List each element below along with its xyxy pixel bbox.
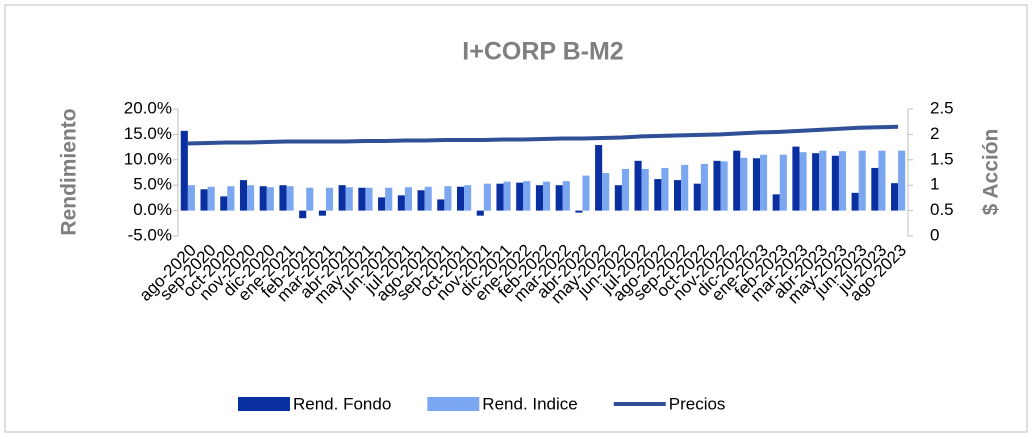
bar (200, 189, 208, 211)
bar (838, 151, 847, 211)
bar (306, 187, 314, 211)
bar (693, 183, 701, 211)
y-tick-label: 5.0% (133, 175, 172, 194)
bar (279, 185, 287, 211)
bar (385, 187, 393, 211)
price-line (187, 124, 899, 146)
bar (338, 185, 346, 211)
legend-label: Rend. Indice (482, 394, 577, 413)
bar (220, 196, 228, 211)
bar (634, 160, 642, 211)
bar (779, 154, 787, 211)
bar (365, 187, 373, 211)
bar (641, 168, 649, 211)
bar (713, 160, 721, 211)
y2-tick-label: 2 (930, 124, 939, 143)
bar (661, 167, 669, 211)
bar (424, 186, 432, 211)
y2-axis-title: $ Acción (980, 129, 1003, 216)
bar (483, 183, 491, 211)
bar (799, 152, 807, 211)
bar (523, 181, 531, 211)
bar (259, 186, 267, 211)
bar (819, 150, 827, 211)
y2-tick-label: 0 (930, 225, 939, 244)
bar (733, 150, 741, 211)
bar (417, 190, 425, 211)
y-tick-label: 20.0% (124, 98, 172, 117)
bar (266, 187, 274, 211)
bar (227, 186, 235, 211)
y-tick-label: 15.0% (124, 124, 172, 143)
y2-tick-label: 2.5 (930, 98, 954, 117)
bar (476, 210, 484, 216)
bar (503, 181, 511, 211)
bar (378, 197, 386, 211)
bar (437, 199, 445, 211)
y2-tick-label: 1.5 (930, 149, 954, 168)
bar (792, 146, 800, 211)
bar (562, 181, 570, 211)
bar (858, 150, 866, 211)
bar (772, 194, 780, 211)
legend-swatch (427, 397, 480, 411)
bar (516, 182, 524, 211)
bar (654, 179, 662, 211)
y2-tick-label: 0.5 (930, 200, 954, 219)
bar (318, 210, 326, 216)
bar (247, 185, 255, 211)
bar (614, 185, 622, 211)
bar (582, 175, 590, 211)
bar (621, 168, 630, 211)
y-tick-label: 0.0% (133, 200, 172, 219)
chart-title: I+CORP B-M2 (462, 38, 623, 66)
bar (681, 164, 689, 211)
bar (286, 186, 294, 211)
bar (404, 187, 412, 211)
bar (831, 155, 839, 211)
bar (674, 180, 682, 211)
y-tick-label: 10.0% (124, 149, 172, 168)
bar (602, 173, 610, 211)
bar (752, 158, 761, 211)
bar (898, 150, 906, 211)
bar (851, 192, 859, 211)
bar (543, 181, 551, 211)
bar (595, 145, 603, 211)
bar (444, 186, 452, 211)
bar (345, 187, 353, 211)
legend-swatch (238, 397, 290, 411)
bar (299, 210, 307, 219)
bar (207, 186, 215, 211)
y-axis-title: Rendimiento (58, 108, 81, 235)
y-tick-label: -5.0% (128, 225, 172, 244)
bar (740, 157, 748, 211)
bar (496, 183, 504, 211)
bar (812, 153, 820, 211)
bar (700, 163, 708, 211)
bar (239, 180, 248, 211)
bar (575, 210, 583, 213)
bar (871, 167, 879, 211)
legend-label: Precios (669, 394, 726, 413)
bar (891, 183, 899, 211)
bar (397, 195, 405, 211)
bar (358, 187, 366, 211)
bar (464, 185, 472, 211)
bar (325, 187, 334, 211)
bar (555, 185, 563, 211)
bar (180, 130, 188, 211)
bar (720, 161, 728, 211)
bar (187, 185, 195, 211)
bar (878, 150, 886, 211)
bar (535, 185, 543, 211)
bar (760, 154, 768, 211)
legend-label: Rend. Fondo (293, 394, 391, 413)
chart-border (4, 4, 1028, 433)
y2-tick-label: 1 (930, 175, 939, 194)
bar (456, 186, 465, 211)
